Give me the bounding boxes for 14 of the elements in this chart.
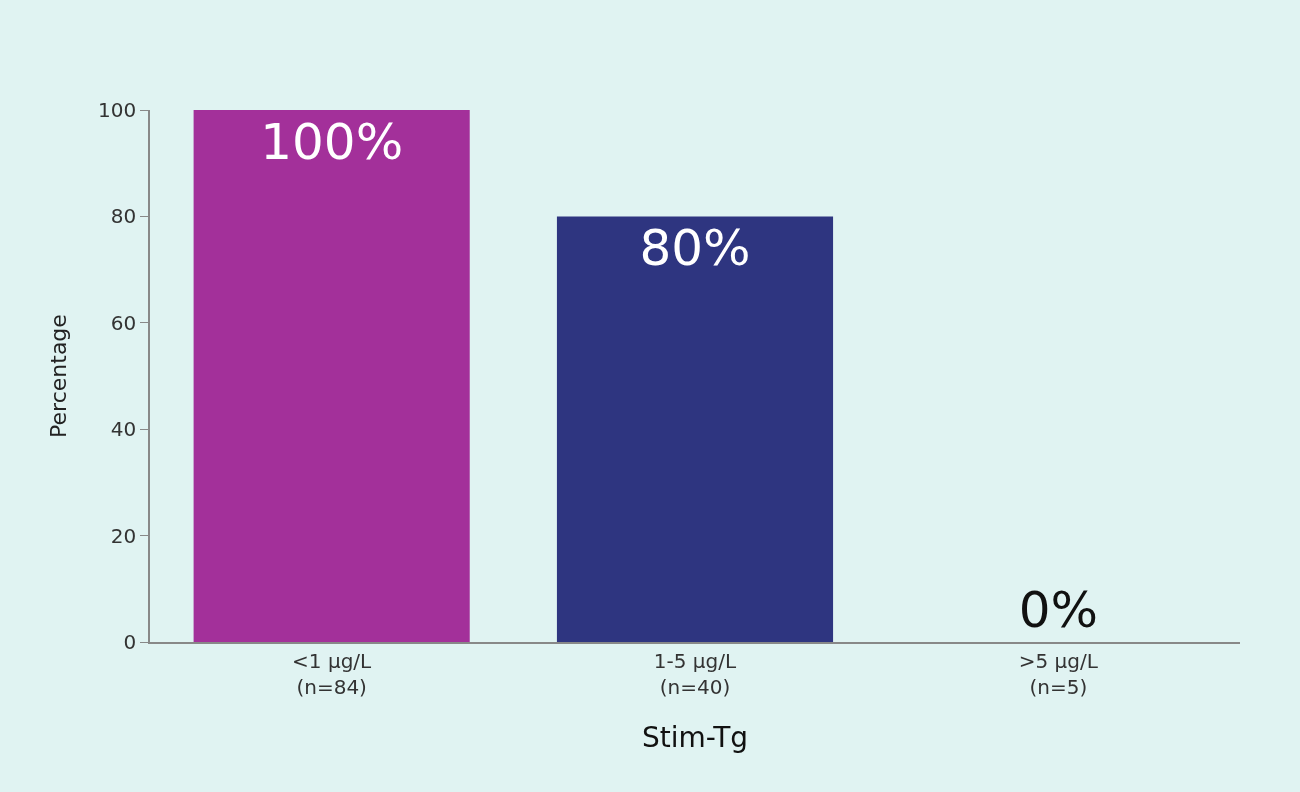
x-tick-label: >5 µg/L (n=5) xyxy=(1018,648,1099,699)
y-tick-label: 100 xyxy=(98,98,137,122)
y-axis-title: Percentage xyxy=(46,314,72,438)
data-label: 0% xyxy=(1018,581,1098,639)
x-tick-label: <1 µg/L (n=84) xyxy=(292,648,373,699)
y-tick-label: 0 xyxy=(123,630,137,654)
x-axis-title: Stim-Tg xyxy=(641,721,749,755)
x-tick-label: 1-5 µg/L (n=40) xyxy=(653,648,738,699)
y-tick-label: 60 xyxy=(110,310,137,335)
y-tick-label: 80 xyxy=(110,204,137,229)
y-tick-label: 20 xyxy=(110,523,137,548)
y-tick-label: 40 xyxy=(110,417,137,442)
data-label: 80% xyxy=(639,219,751,278)
data-label: 100% xyxy=(260,113,404,171)
